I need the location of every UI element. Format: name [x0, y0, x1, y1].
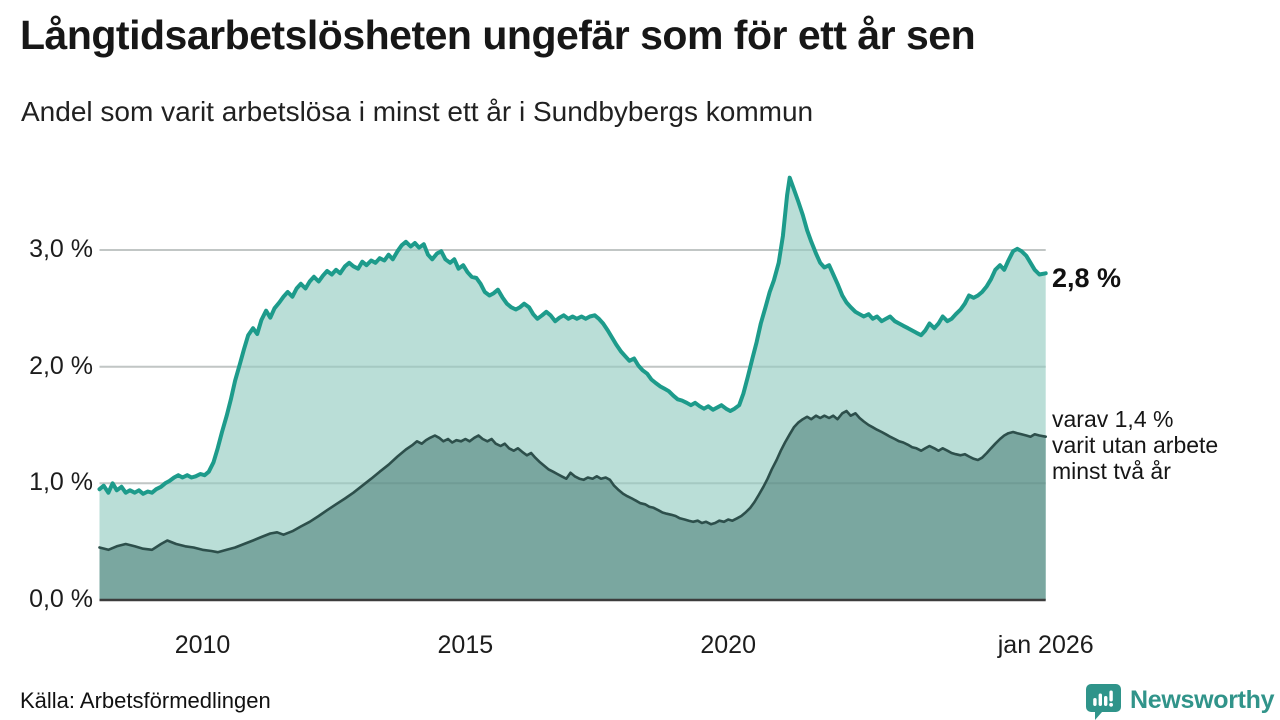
two-year-annotation-line1: varav 1,4 %: [1052, 406, 1174, 432]
two-year-annotation-line2: varit utan arbete: [1052, 432, 1219, 458]
x-tick-label: 2015: [437, 631, 494, 659]
page-subtitle: Andel som varit arbetslösa i minst ett å…: [21, 96, 814, 127]
x-tick-label: 2020: [700, 631, 756, 659]
newsworthy-logo-icon: [1086, 684, 1121, 720]
gridlines-overlay: [99, 249, 1046, 485]
newsworthy-logo-text: Newsworthy: [1130, 686, 1275, 714]
total-series-line: [97, 175, 1048, 496]
page-title: Långtidsarbetslösheten ungefär som för e…: [20, 12, 976, 58]
two-year-annotation: varav 1,4 % varit utan arbete minst två …: [1052, 406, 1218, 484]
y-tick-label: 2,0 %: [29, 351, 93, 380]
two-year-series-line: [98, 409, 1047, 554]
x-tick-label: jan 2026: [997, 631, 1094, 659]
y-tick-label: 1,0 %: [29, 468, 93, 497]
two-year-annotation-line3: minst två år: [1052, 458, 1171, 484]
y-tick-label: 0,0 %: [29, 585, 93, 613]
two-year-series-area: [99, 411, 1046, 600]
x-tick-label: 2010: [174, 631, 231, 659]
source-note: Källa: Arbetsförmedlingen: [20, 688, 271, 713]
newsworthy-logo: Newsworthy: [1086, 684, 1275, 720]
latest-value-annotation: 2,8 %: [1052, 263, 1122, 293]
y-tick-label: 3,0 %: [29, 234, 93, 263]
